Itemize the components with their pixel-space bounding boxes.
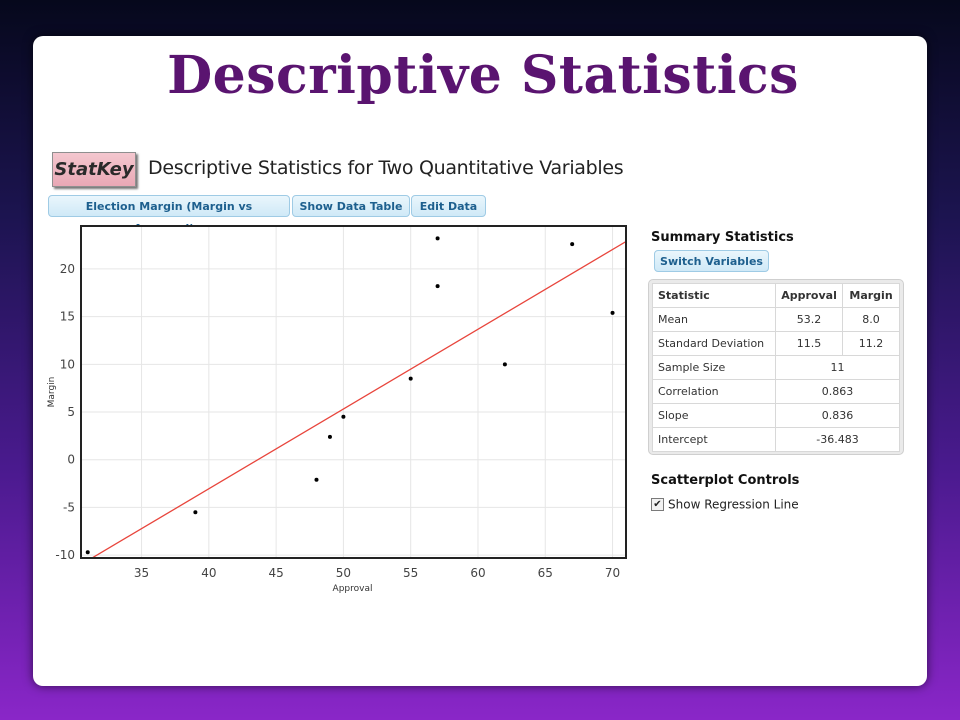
- intercept-value: -36.483: [775, 427, 900, 452]
- y-tick-label: 0: [67, 453, 75, 467]
- sd-margin-value: 11.2: [842, 331, 900, 356]
- data-point: [435, 284, 440, 289]
- plot-frame: [80, 225, 627, 559]
- data-point: [435, 236, 440, 241]
- mean-margin-value: 8.0: [842, 307, 900, 332]
- y-tick-label: 20: [60, 262, 75, 276]
- show-data-table-button[interactable]: Show Data Table: [292, 195, 410, 217]
- column-header-margin: Margin: [842, 283, 900, 308]
- x-tick-label: 70: [605, 566, 620, 580]
- switch-variables-button[interactable]: Switch Variables: [654, 250, 769, 272]
- scatterplot-controls-heading: Scatterplot Controls: [651, 473, 800, 488]
- y-tick-label: 15: [60, 310, 75, 324]
- slope-value: 0.836: [775, 403, 900, 428]
- y-tick-label: -5: [63, 500, 75, 514]
- y-tick-label: 5: [67, 405, 75, 419]
- summary-statistics-heading: Summary Statistics: [651, 230, 794, 245]
- x-tick-label: 60: [470, 566, 485, 580]
- data-point: [314, 477, 319, 482]
- table-header-row: Statistic Approval Margin: [651, 283, 900, 308]
- row-label: Mean: [651, 307, 777, 332]
- slide-title: Descriptive Statistics: [167, 45, 799, 106]
- table-row-sample-size: Sample Size 11: [651, 355, 900, 380]
- data-point: [327, 434, 332, 439]
- table-row-intercept: Intercept -36.483: [651, 427, 900, 452]
- y-tick-label: -10: [55, 548, 75, 562]
- row-label: Intercept: [651, 427, 777, 452]
- dataset-dropdown[interactable]: Election Margin (Margin vs Approval)▼: [48, 195, 290, 235]
- plot-area: [81, 226, 626, 558]
- column-header-statistic: Statistic: [651, 283, 777, 308]
- checkbox-checked-icon[interactable]: ✔: [651, 498, 664, 511]
- data-point: [193, 510, 198, 515]
- x-tick-label: 35: [134, 566, 149, 580]
- data-point: [408, 376, 413, 381]
- data-point: [85, 550, 90, 555]
- mean-approval-value: 53.2: [775, 307, 844, 332]
- table-row-standard-deviation: Standard Deviation 11.5 11.2: [651, 331, 900, 356]
- sample-size-value: 11: [775, 355, 900, 380]
- table-row-slope: Slope 0.836: [651, 403, 900, 428]
- summary-statistics-table: Statistic Approval Margin Mean 53.2 8.0 …: [651, 283, 900, 452]
- x-axis-label: Approval: [333, 584, 373, 594]
- data-point: [570, 242, 575, 247]
- table-row-mean: Mean 53.2 8.0: [651, 307, 900, 332]
- y-tick-label: 10: [60, 357, 75, 371]
- show-regression-line-toggle[interactable]: ✔ Show Regression Line: [651, 497, 799, 513]
- table-row-correlation: Correlation 0.863: [651, 379, 900, 404]
- data-point: [341, 414, 346, 419]
- column-header-approval: Approval: [775, 283, 844, 308]
- page-heading: Descriptive Statistics for Two Quantitat…: [148, 157, 624, 179]
- x-tick-label: 40: [201, 566, 216, 580]
- row-label: Standard Deviation: [651, 331, 777, 356]
- row-label: Correlation: [651, 379, 777, 404]
- correlation-value: 0.863: [775, 379, 900, 404]
- row-label: Slope: [651, 403, 777, 428]
- y-axis-label: Margin: [47, 377, 57, 408]
- x-tick-label: 65: [538, 566, 553, 580]
- show-regression-line-label: Show Regression Line: [668, 497, 799, 512]
- x-tick-label: 45: [268, 566, 283, 580]
- edit-data-button[interactable]: Edit Data: [411, 195, 486, 217]
- data-point: [610, 310, 615, 315]
- x-tick-label: 55: [403, 566, 418, 580]
- regression-line: [90, 240, 626, 558]
- x-tick-label: 50: [336, 566, 351, 580]
- row-label: Sample Size: [651, 355, 777, 380]
- statkey-logo[interactable]: StatKey: [52, 152, 136, 187]
- sd-approval-value: 11.5: [775, 331, 844, 356]
- data-point: [502, 362, 507, 367]
